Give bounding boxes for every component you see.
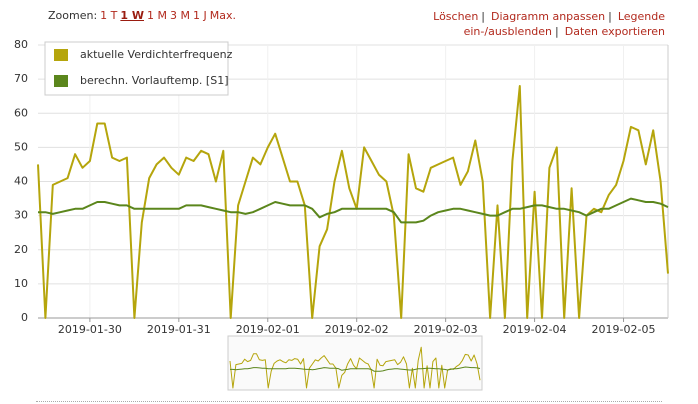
- separator: |: [481, 10, 486, 23]
- zoom-option[interactable]: Max.: [209, 9, 236, 22]
- zoom-option[interactable]: 1 W: [120, 9, 144, 22]
- x-tick-label: 2019-02-02: [325, 323, 389, 336]
- x-tick-label: 2019-02-04: [503, 323, 567, 336]
- y-tick-label: 0: [21, 311, 28, 324]
- x-tick-label: 2019-01-31: [147, 323, 211, 336]
- series-line: [38, 197, 669, 224]
- action-link[interactable]: Daten exportieren: [564, 25, 665, 38]
- y-tick-label: 50: [14, 140, 28, 153]
- navigator-line: [229, 346, 481, 389]
- y-tick-label: 20: [14, 243, 28, 256]
- y-tick-label: 10: [14, 277, 28, 290]
- x-tick-label: 2019-02-01: [236, 323, 300, 336]
- x-tick-label: 2019-01-30: [58, 323, 122, 336]
- separator: |: [608, 10, 612, 23]
- navigator-line: [230, 366, 481, 372]
- actions: Löschen | Diagramm anpassen | Legende ein-/a…: [305, 9, 665, 39]
- footer-rule: [36, 401, 662, 402]
- legend: aktuelle Verdichterfrequenz berechn. Vorl…: [44, 41, 233, 96]
- x-tick-label: 2019-02-03: [414, 323, 478, 336]
- action-link[interactable]: Löschen: [433, 10, 479, 23]
- zoom-option[interactable]: 1 T: [100, 9, 118, 22]
- zoom-label: Zoomen:: [48, 9, 98, 22]
- series-line: [37, 85, 669, 319]
- legend-label: aktuelle Verdichterfrequenz: [80, 48, 233, 61]
- y-tick-label: 80: [14, 38, 28, 51]
- y-tick-label: 40: [14, 175, 28, 188]
- zoom-option[interactable]: 3 M: [170, 9, 190, 22]
- separator: |: [555, 25, 559, 38]
- legend-swatch: [54, 75, 68, 87]
- zoom-option[interactable]: 1 M: [147, 9, 167, 22]
- action-link[interactable]: Diagramm anpassen: [491, 10, 606, 23]
- legend-swatch: [54, 49, 68, 61]
- action-link[interactable]: Legende ein-/ausblenden: [463, 10, 665, 38]
- legend-box: [44, 41, 229, 96]
- y-tick-label: 60: [14, 106, 28, 119]
- y-tick-label: 70: [14, 72, 28, 85]
- legend-label: berechn. Vorlauftemp. [S1]: [80, 74, 229, 87]
- x-tick-label: 2019-02-05: [592, 323, 656, 336]
- y-tick-label: 30: [14, 209, 28, 222]
- zoom-option[interactable]: 1 J: [193, 9, 207, 22]
